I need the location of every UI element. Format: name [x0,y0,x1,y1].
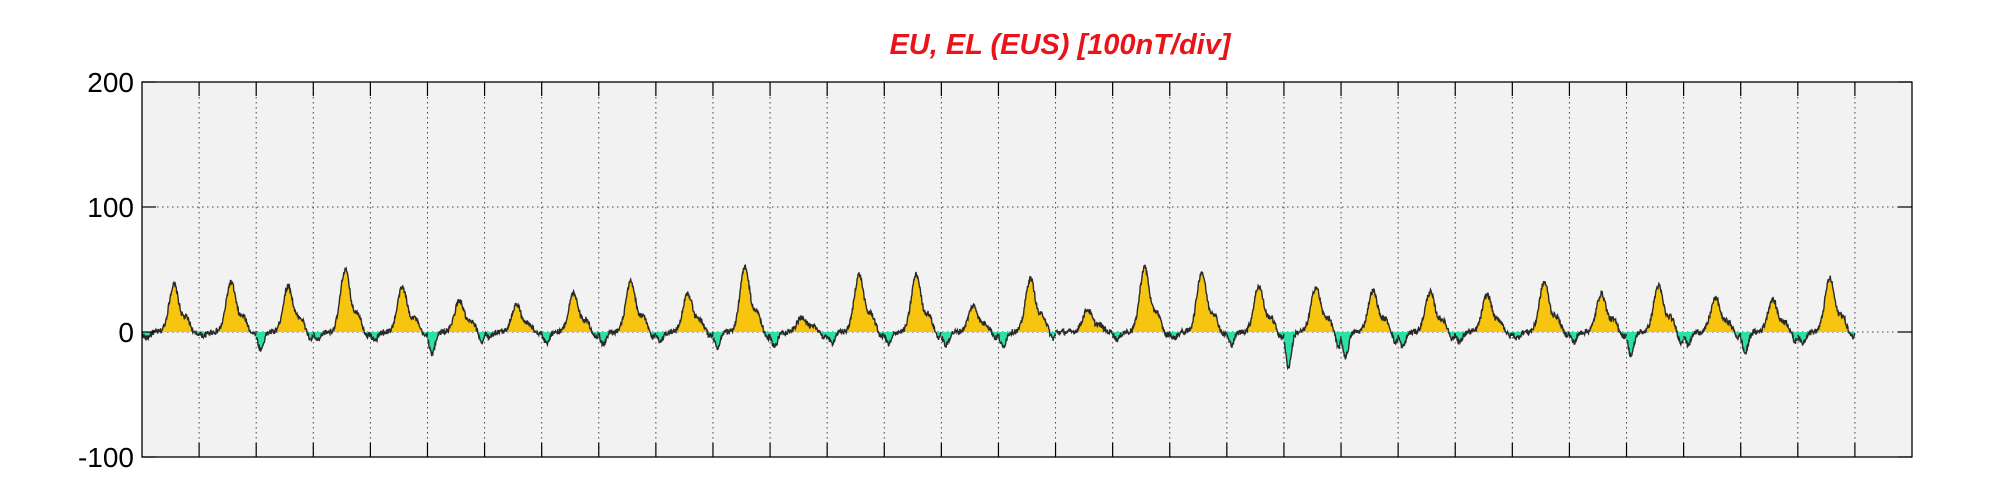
series-line-day-23 [1397,287,1456,349]
series-line-day-29 [1740,296,1798,356]
plot-area [142,82,1912,457]
series-line-day-7 [483,302,543,341]
series-line-day-4 [312,266,372,342]
series-line-day-3 [255,283,314,352]
series-line-day-16 [997,276,1057,349]
y-tick-label: 200 [87,67,134,98]
series-line-day-21 [1283,286,1342,371]
series-lines [141,264,1856,371]
series-line-day-22 [1340,288,1399,360]
series-line-day-9 [598,276,657,348]
series-line-day-14 [883,271,942,348]
y-tick-label: 0 [118,317,134,348]
series-line-day-2 [198,279,257,340]
y-tick-label: 100 [87,192,134,223]
series-line-day-11 [712,264,771,351]
axis-ticks [142,81,1912,458]
y-axis-tick-labels: 200 100 0 -100 [78,67,134,473]
chart-title: EU, EL (EUS) [100nT/div] [889,29,1231,61]
series-line-day-10 [655,291,714,344]
series-line-day-30 [1797,275,1856,346]
series-line-day-19 [1169,270,1228,341]
series-line-day-26 [1568,290,1628,346]
plot-frame [141,81,1913,458]
series-line-day-24 [1454,291,1513,346]
series-line-day-6 [427,298,486,357]
series-line-day-18 [1111,264,1171,343]
series-line-day-27 [1625,281,1684,358]
series-line-day-28 [1682,295,1742,349]
series-line-day-20 [1226,283,1285,348]
series-line-day-12 [769,315,828,349]
series-line-day-15 [940,302,1000,348]
series-line-day-1 [141,280,200,342]
y-tick-label: -100 [78,442,134,473]
series-line-day-8 [541,288,600,348]
series-line-day-13 [826,272,885,348]
series-line-day-17 [1054,308,1114,337]
series-line-day-5 [370,285,429,344]
series-line-day-25 [1511,280,1571,341]
